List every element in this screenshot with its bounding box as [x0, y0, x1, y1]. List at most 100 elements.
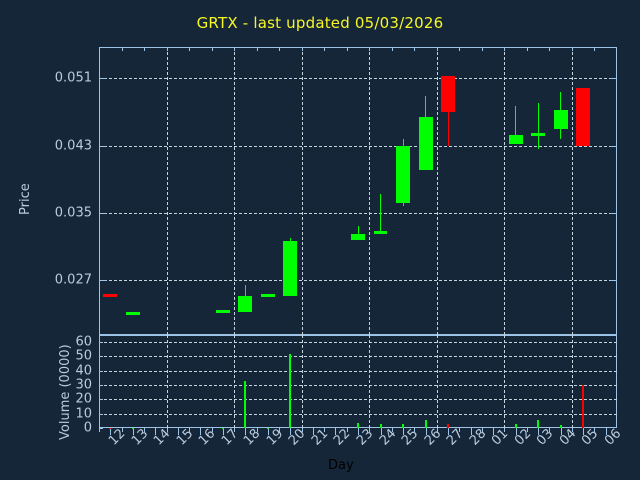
volume-gridline-v [234, 335, 236, 428]
price-gridline-v [571, 47, 573, 335]
price-gridline-v [504, 47, 506, 335]
price-gridline [99, 280, 617, 282]
x-axis-tick [110, 428, 112, 435]
price-axis-tick [256, 47, 258, 51]
volume-axis-tick [99, 399, 103, 401]
x-axis-label: Day [328, 458, 354, 473]
price-gridline [99, 212, 617, 214]
candle-body [373, 231, 388, 234]
volume-bar [131, 427, 134, 429]
price-axis-tick [526, 47, 528, 51]
volume-gridline [99, 342, 617, 344]
x-axis-minor-tick [549, 428, 551, 432]
candle-body [351, 233, 365, 240]
volume-bar [559, 425, 562, 428]
x-axis-tick [200, 428, 202, 435]
volume-gridline-v [571, 335, 573, 428]
x-axis-tick [448, 428, 450, 435]
volume-bar [379, 423, 382, 428]
price-axis-tick [211, 47, 213, 51]
price-axis-tick [436, 47, 438, 51]
x-axis-tick [538, 428, 540, 435]
price-axis-tick [99, 47, 100, 51]
x-axis-tick [290, 428, 292, 435]
x-axis-tick [583, 428, 585, 435]
x-axis-minor-tick [391, 428, 393, 432]
price-axis-tick [301, 47, 303, 51]
x-axis-minor-tick [526, 428, 528, 432]
volume-axis-tick [99, 413, 103, 415]
volume-tick-label: 30 [75, 377, 92, 393]
price-gridline-v [436, 47, 438, 335]
volume-bar [424, 420, 427, 428]
chart-title: GRTX - last updated 05/03/2026 [196, 14, 444, 32]
price-axis-tick [279, 47, 281, 51]
price-axis-tick [324, 47, 326, 51]
x-axis-tick [403, 428, 405, 435]
x-axis-tick [380, 428, 382, 435]
price-axis-tick [99, 145, 106, 147]
price-axis-tick [610, 212, 617, 214]
price-tick-label: 0.027 [54, 272, 92, 288]
price-axis-tick [594, 47, 596, 51]
volume-bar [582, 385, 585, 428]
candle-flat [260, 294, 275, 298]
candle-body [508, 135, 523, 144]
x-axis-tick [425, 428, 427, 435]
price-axis-tick [166, 47, 168, 51]
price-axis-tick [414, 47, 416, 51]
x-axis-minor-tick [481, 428, 483, 432]
volume-bar [289, 353, 292, 428]
volume-gridline [99, 370, 617, 372]
volume-bar [109, 427, 112, 429]
volume-gridline [99, 385, 617, 387]
x-axis-minor-tick [369, 428, 371, 432]
x-axis-tick [312, 428, 314, 435]
price-tick-label: 0.035 [54, 205, 92, 221]
x-axis-minor-tick [594, 428, 596, 432]
volume-tick-label: 0 [83, 420, 92, 436]
price-axis-tick [610, 280, 617, 282]
x-axis-minor-tick [144, 428, 146, 432]
volume-bar [244, 380, 247, 428]
volume-bar [221, 427, 224, 429]
price-axis-tick [121, 47, 123, 51]
x-axis-minor-tick [189, 428, 191, 432]
x-axis-tick [245, 428, 247, 435]
price-axis-tick [391, 47, 393, 51]
candle-body [418, 116, 433, 170]
x-axis-minor-tick [571, 428, 573, 432]
price-axis-tick [610, 78, 617, 80]
volume-gridline [99, 399, 617, 401]
volume-gridline-v [504, 335, 506, 428]
volume-gridline-v [166, 335, 168, 428]
volume-gridline-v [436, 335, 438, 428]
candle-body [576, 88, 591, 146]
volume-axis-label: Volume (0000) [58, 344, 73, 440]
x-axis-minor-tick [279, 428, 281, 432]
x-axis-tick [177, 428, 179, 435]
volume-bar [266, 427, 269, 429]
volume-gridline-v [369, 335, 371, 428]
price-axis-label: Price [18, 183, 33, 215]
price-gridline-v [166, 47, 168, 335]
x-axis-tick [222, 428, 224, 435]
x-axis-minor-tick [234, 428, 236, 432]
x-axis-tick [605, 428, 607, 435]
x-axis-minor-tick [121, 428, 123, 432]
volume-tick-label: 40 [75, 363, 92, 379]
x-axis-tick [560, 428, 562, 435]
price-axis-tick [369, 47, 371, 51]
candle-flat [103, 293, 118, 297]
candle-wick [380, 194, 382, 234]
volume-tick-label: 60 [75, 334, 92, 350]
volume-gridline [99, 356, 617, 358]
x-axis-tick [267, 428, 269, 435]
price-axis-tick [99, 78, 106, 80]
candle-flat [215, 309, 230, 313]
x-axis-minor-tick [99, 428, 100, 432]
x-axis-minor-tick [346, 428, 348, 432]
volume-axis-tick [99, 370, 103, 372]
price-tick-label: 0.051 [54, 70, 92, 86]
